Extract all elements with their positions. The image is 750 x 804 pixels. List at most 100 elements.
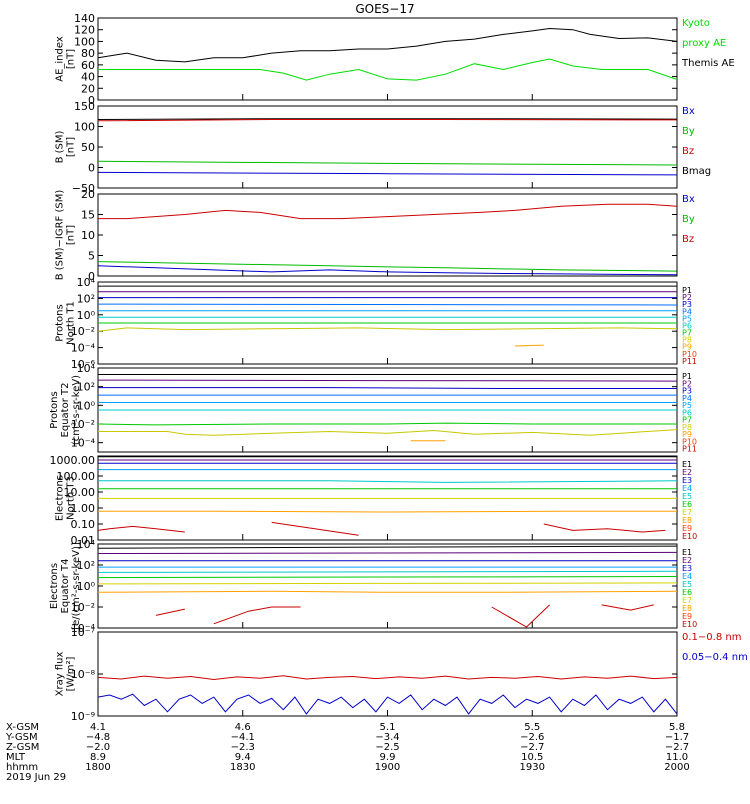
panel-6-legend-label: E8 bbox=[682, 604, 692, 613]
panel-2-ytick-label: 5 bbox=[88, 250, 95, 263]
panel-3-legend-label: P7 bbox=[682, 329, 692, 338]
panel-3-ylabel: North T1 bbox=[66, 301, 77, 345]
panel-3-legend-label: P8 bbox=[682, 336, 692, 345]
panel-4-legend-label: P11 bbox=[682, 445, 697, 454]
panel-4-legend-label: P7 bbox=[682, 416, 692, 425]
panel-1-legend-label: Bmag bbox=[682, 166, 711, 177]
panel-6-ytick-label: 10⁻² bbox=[71, 601, 95, 614]
panel-0-ytick-label: 140 bbox=[74, 12, 95, 25]
x-axis-value: −2.0 bbox=[86, 742, 110, 753]
x-axis-value: −2.7 bbox=[665, 742, 689, 753]
panel-1-ytick-label: 50 bbox=[81, 141, 95, 154]
x-axis-row-label: hhmm bbox=[6, 762, 38, 773]
x-axis-value: 4.1 bbox=[90, 722, 106, 733]
panel-2-series-Bz bbox=[98, 203, 678, 220]
panel-5-legend-label: E4 bbox=[682, 484, 692, 493]
panel-6-legend-label: E10 bbox=[682, 620, 697, 629]
panel-6-ytick-label: 10⁰ bbox=[77, 580, 96, 593]
panel-7-ytick-label: 10⁻⁸ bbox=[71, 668, 96, 681]
panel-0-legend-label: Kyoto bbox=[682, 18, 710, 29]
panel-3-legend-label: P2 bbox=[682, 293, 692, 302]
panel-0-ytick-label: 120 bbox=[74, 24, 95, 37]
panel-3-ytick-label: 10⁻⁶ bbox=[71, 358, 96, 371]
panel-4-series-P2 bbox=[97, 379, 678, 382]
panel-4-ytick-label: 10⁻⁴ bbox=[71, 437, 96, 450]
panel-4-ytick-label: 10⁻² bbox=[71, 418, 95, 431]
panel-6-series-E9d bbox=[601, 604, 654, 611]
panel-1-series-By bbox=[97, 160, 678, 166]
panel-3-ylabel: Protons bbox=[55, 304, 66, 341]
panel-6-ytick-label: 10⁴ bbox=[77, 538, 96, 551]
panel-5-series-E9c bbox=[543, 523, 666, 533]
panel-5-series-E9b bbox=[271, 521, 359, 536]
panel-3-legend-label: P6 bbox=[682, 321, 692, 330]
panel-4-ylabel: Equator T2 bbox=[60, 383, 71, 438]
x-axis-row-label: MLT bbox=[6, 752, 26, 763]
panel-2-legend-label: Bx bbox=[682, 194, 695, 205]
panel-2-legend-label: Bz bbox=[682, 234, 694, 245]
panel-4-series-P3 bbox=[98, 387, 677, 389]
panel-0-series-Themis-AE bbox=[97, 27, 678, 63]
panel-1-series-Bx bbox=[97, 171, 678, 176]
panel-1-series-Bmag bbox=[97, 118, 678, 120]
panel-1-ylabel: B (SM) bbox=[55, 130, 66, 163]
panel-4-legend-label: P9 bbox=[682, 430, 692, 439]
x-axis-value: −3.4 bbox=[375, 732, 399, 743]
panel-7-legend-label: 0.05−0.4 nm bbox=[682, 652, 748, 663]
panel-6-ylabel: Equator T4 bbox=[60, 559, 71, 614]
panel-6-series-E9b bbox=[213, 606, 301, 625]
x-axis-value: 1930 bbox=[520, 762, 545, 773]
x-axis-value: 8.9 bbox=[90, 752, 106, 763]
panel-5-legend-label: E1 bbox=[682, 460, 692, 469]
panel-1-ytick-label: 0 bbox=[88, 162, 95, 175]
panel-2-ylabel: B (SM)−IGRF (SM) bbox=[55, 190, 66, 281]
panel-5-ytick-label: 10.00 bbox=[64, 486, 96, 499]
panel-7-ytick-label: 10⁻⁷ bbox=[71, 626, 95, 639]
panel-6-legend-label: E2 bbox=[682, 556, 692, 565]
panel-4-legend-label: P4 bbox=[682, 394, 692, 403]
panel-2-ytick-label: 10 bbox=[81, 229, 95, 242]
panel-2-series-By bbox=[97, 261, 678, 272]
panel-6-legend-label: E4 bbox=[682, 572, 692, 581]
panel-1-ytick-label: 100 bbox=[74, 121, 95, 134]
panel-0-ytick-label: 0 bbox=[88, 94, 95, 107]
panel-7-legend-label: 0.1−0.8 nm bbox=[682, 632, 741, 643]
panel-2-ytick-label: 0 bbox=[88, 270, 95, 283]
panel-5-legend-label: E8 bbox=[682, 516, 692, 525]
x-axis-value: 2000 bbox=[664, 762, 689, 773]
panel-6-ytick-label: 10⁻⁴ bbox=[71, 622, 96, 635]
x-axis-value: 9.9 bbox=[380, 752, 396, 763]
panel-2-ytick-label: 20 bbox=[81, 188, 95, 201]
panel-6-frame bbox=[97, 543, 678, 629]
panel-4-legend-label: P6 bbox=[682, 408, 692, 417]
panel-6-series-E6 bbox=[97, 576, 678, 579]
panel-6-legend-label: E1 bbox=[682, 548, 692, 557]
panel-4-legend-label: P10 bbox=[682, 437, 697, 446]
panel-4-series-P7 bbox=[97, 422, 677, 426]
panel-1-ylabel: [nT] bbox=[66, 137, 77, 157]
panel-4-legend-label: P3 bbox=[682, 387, 692, 396]
panel-7-ylabel: Xray flux bbox=[55, 652, 66, 697]
panel-1-ytick-label: 150 bbox=[74, 100, 95, 113]
panel-5-ytick-label: 0.10 bbox=[71, 518, 96, 531]
panel-4-legend-label: P5 bbox=[682, 401, 692, 410]
panel-0-ytick-label: 80 bbox=[81, 47, 95, 60]
panel-0-ylabel: [nT] bbox=[66, 49, 77, 69]
panel-5-ylabel: North T3 bbox=[66, 476, 77, 520]
panel-0-ytick-label: 40 bbox=[81, 71, 95, 84]
panel-6-ylabel: Electrons bbox=[49, 563, 60, 609]
panel-1-series-Bz bbox=[97, 119, 678, 122]
panel-6-series-E5 bbox=[97, 570, 678, 573]
panel-6-legend-label: E3 bbox=[682, 564, 692, 573]
panel-5-series-E5 bbox=[98, 480, 678, 483]
panel-5-legend-label: E5 bbox=[682, 492, 692, 501]
panel-3-legend-label: P3 bbox=[682, 300, 692, 309]
panel-0-ytick-label: 20 bbox=[81, 82, 95, 95]
x-axis-value: 5.8 bbox=[669, 722, 685, 733]
x-axis-value: 11.0 bbox=[666, 752, 688, 763]
panel-6-series-E2 bbox=[97, 551, 678, 554]
panel-5-legend-label: E7 bbox=[682, 508, 692, 517]
panel-7-series-0-1-0-8-nm bbox=[97, 675, 678, 681]
